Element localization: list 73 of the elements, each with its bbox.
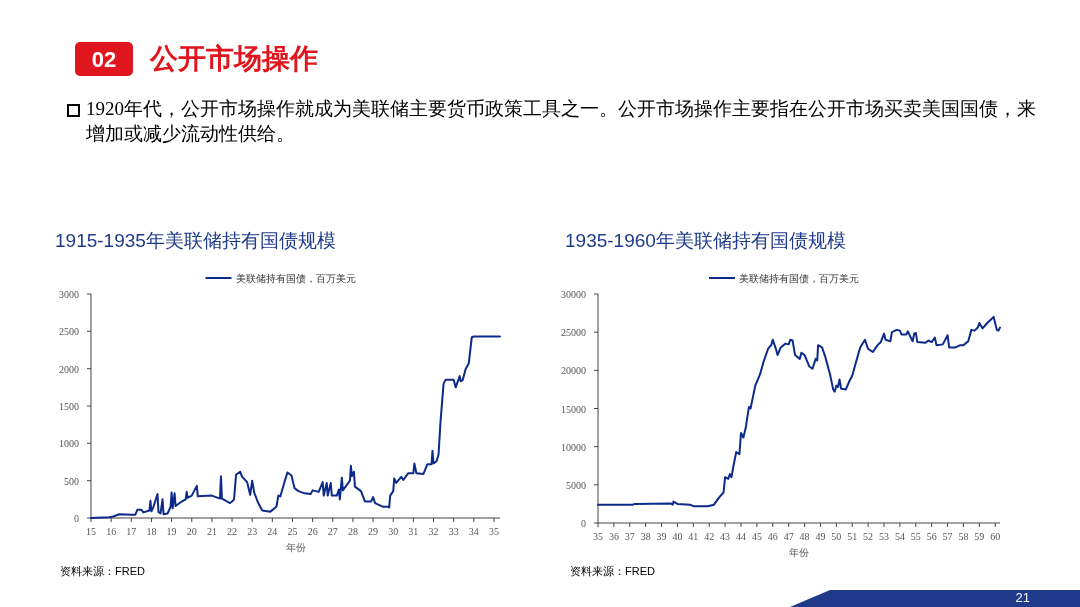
text: 公开市场操作	[149, 43, 318, 74]
x-tick-label: 39	[656, 531, 667, 542]
legend-label: 美联储持有国债，百万美元	[235, 273, 356, 284]
y-tick-label: 0	[581, 518, 586, 529]
x-tick-label: 35	[488, 526, 499, 537]
x-tick-label: 46	[767, 531, 778, 542]
x-tick-label: 23	[247, 526, 258, 537]
x-tick-label: 33	[448, 526, 459, 537]
y-tick-label: 2500	[59, 326, 79, 338]
x-tick-label: 25	[287, 526, 298, 537]
x-tick-label: 20	[186, 526, 197, 537]
x-tick-label: 36	[608, 531, 619, 542]
text: 资料来源：FRED	[570, 565, 655, 577]
x-tick-label: 37	[624, 531, 635, 542]
y-tick-label: 20000	[561, 365, 586, 377]
x-tick-label: 58	[958, 531, 969, 542]
x-tick-label: 19	[166, 526, 177, 537]
x-tick-label: 57	[942, 531, 953, 542]
x-tick-label: 22	[227, 526, 238, 537]
x-tick-label: 16	[106, 526, 117, 537]
x-tick-label: 15	[86, 526, 96, 537]
x-tick-label: 28	[347, 526, 358, 537]
x-tick-label: 50	[831, 531, 842, 542]
x-tick-label: 53	[879, 531, 890, 542]
x-tick-label: 55	[910, 531, 921, 542]
y-tick-label: 30000	[561, 289, 586, 300]
y-tick-label: 25000	[561, 327, 586, 339]
y-tick-label: 500	[64, 475, 79, 487]
x-tick-label: 40	[672, 531, 683, 542]
x-tick-label: 34	[468, 526, 479, 537]
x-tick-label: 27	[327, 526, 338, 537]
x-tick-label: 24	[267, 526, 278, 537]
y-tick-label: 1500	[59, 401, 79, 412]
x-tick-label: 30	[388, 526, 399, 537]
x-tick-label: 32	[428, 526, 439, 537]
x-tick-label: 43	[720, 531, 731, 542]
x-tick-label: 59	[974, 531, 985, 542]
x-tick-label: 44	[736, 531, 746, 542]
x-tick-label: 52	[863, 531, 874, 542]
y-tick-label: 10000	[561, 441, 586, 453]
x-tick-label: 21	[206, 526, 217, 537]
x-tick-label: 41	[688, 531, 699, 542]
text: 资料来源：FRED	[60, 565, 145, 577]
x-tick-label: 35	[593, 531, 603, 542]
y-tick-label: 2000	[59, 363, 79, 375]
x-tick-label: 42	[704, 531, 715, 542]
text: 1920年代，公开市场操作就成为美联储主要货币政策工具之一。公开市场操作主要指在公开市场买卖美国国债，来增加或减少流动性供给。	[86, 97, 1036, 146]
y-tick-label: 5000	[566, 479, 586, 491]
x-axis-title: 年份	[789, 547, 809, 558]
x-tick-label: 26	[307, 526, 318, 537]
y-tick-label: 1000	[59, 438, 79, 450]
x-tick-label: 17	[126, 526, 137, 537]
x-tick-label: 49	[815, 531, 826, 542]
x-tick-label: 54	[894, 531, 905, 542]
x-tick-label: 31	[408, 526, 419, 537]
y-tick-label: 0	[74, 513, 79, 524]
x-tick-label: 38	[640, 531, 651, 542]
x-tick-label: 47	[783, 531, 794, 542]
x-tick-label: 51	[847, 531, 858, 542]
legend-label: 美联储持有国债，百万美元	[739, 273, 859, 284]
text: 02	[91, 47, 117, 72]
chart-title: 1935-1960年美联储持有国债规模	[565, 230, 846, 251]
x-tick-label: 18	[146, 526, 157, 537]
chart-title: 1915-1935年美联储持有国债规模	[55, 230, 336, 251]
x-axis-title: 年份	[285, 542, 306, 553]
x-tick-label: 60	[990, 531, 1001, 542]
x-tick-label: 29	[368, 526, 379, 537]
x-tick-label: 56	[926, 531, 937, 542]
y-tick-label: 15000	[561, 403, 586, 415]
y-tick-label: 3000	[59, 289, 79, 300]
x-tick-label: 45	[751, 531, 762, 542]
x-tick-label: 48	[799, 531, 810, 542]
text: 21	[1015, 590, 1030, 605]
